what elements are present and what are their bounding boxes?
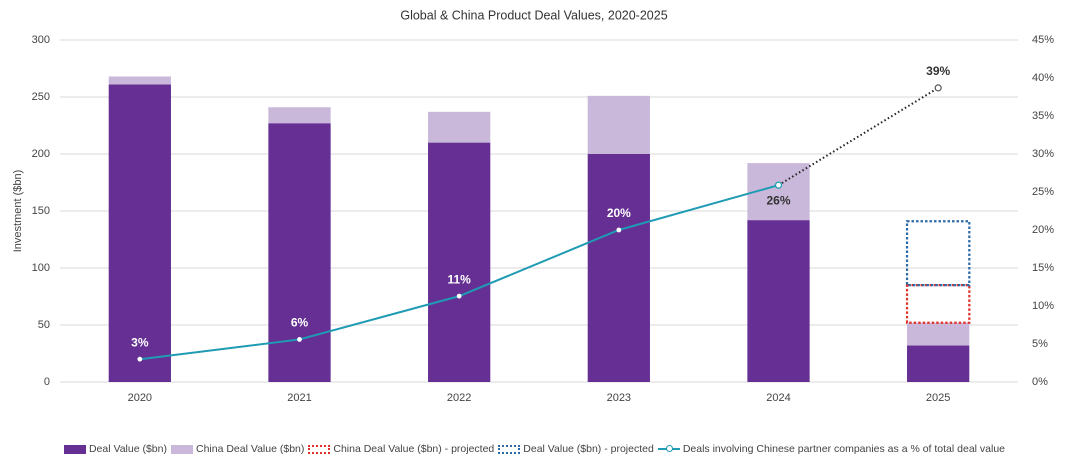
line-point <box>456 293 462 299</box>
bar <box>587 95 650 154</box>
legend-label: China Deal Value ($bn) - projected <box>333 443 495 455</box>
y2-tick-label: 30% <box>1032 148 1054 160</box>
bar <box>905 284 971 324</box>
bar <box>428 142 491 382</box>
x-tick-label: 2025 <box>926 392 950 404</box>
bar <box>428 111 491 143</box>
bar <box>907 322 970 346</box>
legend-label: China Deal Value ($bn) <box>196 443 305 455</box>
x-tick-label: 2021 <box>287 392 311 404</box>
bar <box>108 76 171 85</box>
bar <box>747 220 810 382</box>
chart: Global & China Product Deal Values, 2020… <box>12 8 1054 404</box>
y-tick-label: 300 <box>32 34 50 46</box>
legend-swatch <box>308 444 331 454</box>
data-label: 26% <box>766 193 790 207</box>
y2-tick-label: 5% <box>1032 338 1048 350</box>
x-tick-label: 2023 <box>607 392 631 404</box>
bar <box>907 345 970 382</box>
line-point <box>774 181 783 189</box>
legend-swatch <box>657 445 680 452</box>
data-label: 6% <box>291 316 309 330</box>
bar <box>268 123 331 382</box>
legend-item: China Deal Value ($bn) <box>171 443 304 455</box>
line-projected <box>777 87 939 187</box>
y2-tick-label: 0% <box>1032 376 1048 388</box>
legend-item: Deal Value ($bn) - projected <box>498 443 654 455</box>
y-tick-label: 200 <box>32 148 50 160</box>
y2-tick-label: 45% <box>1032 34 1054 46</box>
y-tick-label: 150 <box>32 205 50 217</box>
data-label: 3% <box>131 335 149 349</box>
y-tick-label: 50 <box>38 319 50 331</box>
y-tick-label: 250 <box>32 91 50 103</box>
data-label: 20% <box>607 206 631 220</box>
line-point <box>137 356 143 362</box>
data-label: 11% <box>447 272 471 286</box>
legend-swatch <box>498 444 521 454</box>
bar <box>587 154 650 382</box>
legend-item: Deal Value ($bn) <box>63 443 167 455</box>
bar <box>108 84 171 383</box>
y2-tick-label: 25% <box>1032 186 1054 198</box>
legend-item: Deals involving Chinese partner companie… <box>657 443 1006 455</box>
legend-dot <box>665 445 673 452</box>
line-point <box>297 337 302 342</box>
legend-swatch <box>171 444 193 454</box>
chart-title: Global & China Product Deal Values, 2020… <box>400 8 667 22</box>
y2-tick-label: 35% <box>1032 110 1054 122</box>
bar <box>905 220 971 287</box>
y-axis-label: Investment ($bn) <box>12 170 24 253</box>
legend: Deal Value ($bn) China Deal Value ($bn) Ch… <box>0 443 1069 455</box>
legend-item: China Deal Value ($bn) - projected <box>308 443 494 455</box>
legend-label: Deal Value ($bn) <box>88 443 167 455</box>
y2-tick-label: 40% <box>1032 72 1054 84</box>
line-point <box>934 84 942 92</box>
x-tick-label: 2024 <box>766 392 790 404</box>
legend-swatch <box>63 444 86 454</box>
x-tick-label: 2020 <box>128 392 152 404</box>
y-tick-label: 100 <box>32 262 50 274</box>
y2-tick-label: 10% <box>1032 300 1054 312</box>
legend-label: Deals involving Chinese partner companie… <box>682 443 1006 455</box>
line-point <box>616 227 622 233</box>
legend-label: Deal Value ($bn) - projected <box>523 443 654 455</box>
bar <box>268 107 331 124</box>
x-tick-label: 2022 <box>447 392 471 404</box>
y2-tick-label: 20% <box>1032 224 1054 236</box>
y-tick-label: 0 <box>44 376 50 388</box>
y2-tick-label: 15% <box>1032 262 1054 274</box>
data-label: 39% <box>926 64 950 78</box>
